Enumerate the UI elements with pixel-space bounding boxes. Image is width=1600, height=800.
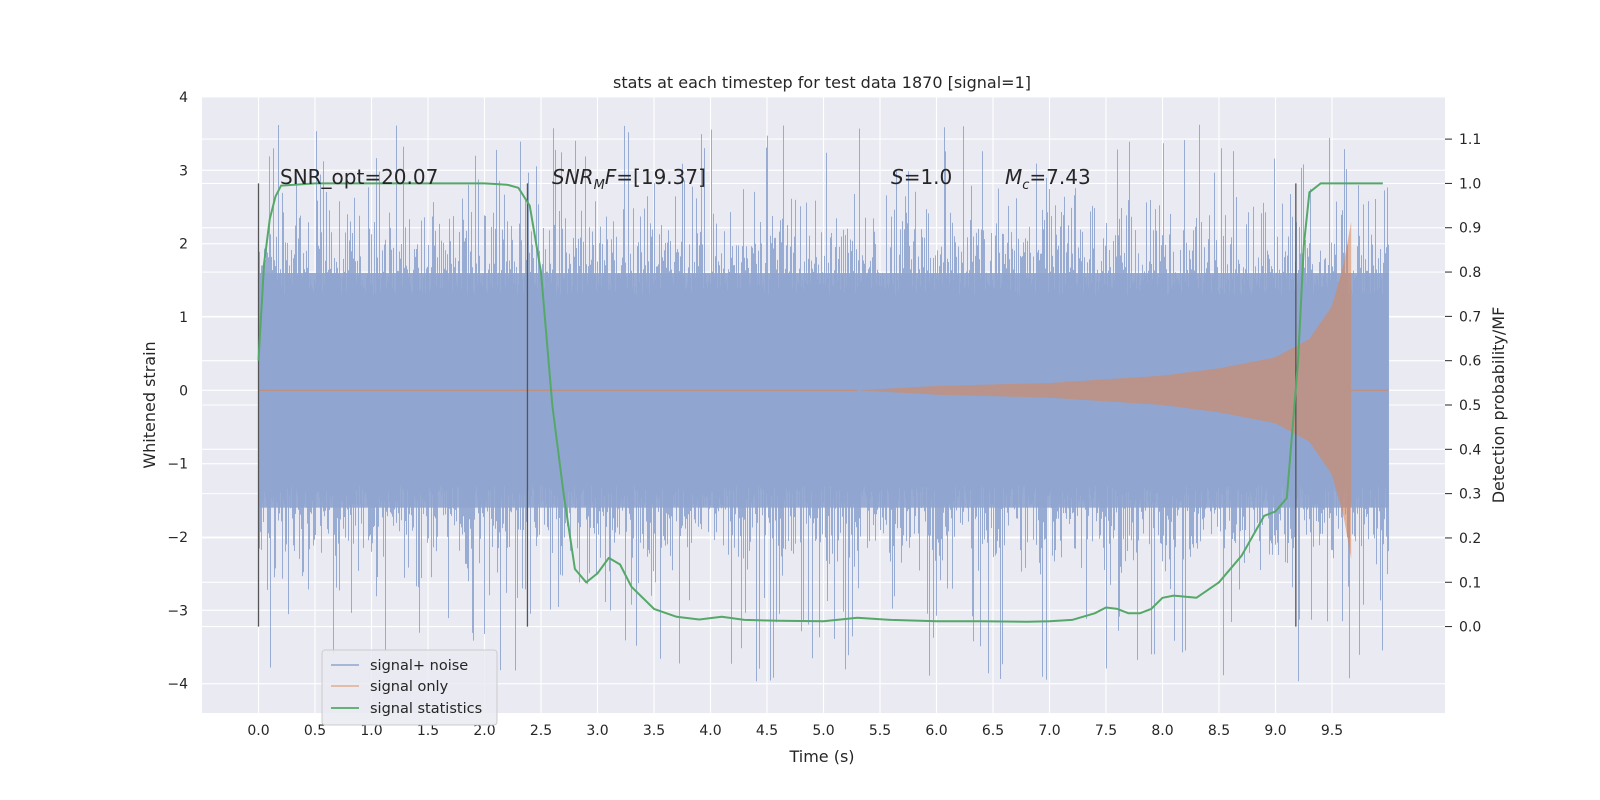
x-tick-label: 8.0 [1151,723,1173,739]
legend-label-signal-plus-noise: signal+ noise [370,658,468,674]
y-tick-label: −1 [167,457,188,473]
x-tick-label: 4.5 [756,723,778,739]
y-tick-label: −4 [167,677,188,693]
y-tick-label: −3 [167,603,188,619]
x-tick-label: 6.5 [982,723,1004,739]
x-tick-label: 2.5 [530,723,552,739]
x-tick-label: 3.0 [586,723,608,739]
x-tick-label: 6.0 [925,723,947,739]
annotations: SNR_opt=20.07 SNRMF=[19.37] S=1.0 Mc=7.4… [280,165,1091,193]
x-tick-label: 5.5 [869,723,891,739]
annotation-mc-value: =7.43 [1029,165,1090,189]
annotation-mc-base: M [1005,165,1022,189]
x-tick-label: 3.5 [643,723,665,739]
series-signal-only [258,221,1389,559]
annotation-snr-mf-tail: F [605,165,617,189]
chart-title: stats at each timestep for test data 187… [613,73,1031,92]
x-tick-label: 1.0 [360,723,382,739]
x-tick-label: 7.0 [1038,723,1060,739]
y-tick-label: 2 [179,237,188,253]
x-tick-label: 8.5 [1208,723,1230,739]
y-axis-ticks: 4 3 2 1 0 −1 −2 −3 −4 [167,90,188,693]
y-tick-label: 0 [179,383,188,399]
statistics-line [257,182,1383,623]
y2-axis-label: Detection probability/MF [1489,307,1508,504]
x-tick-label: 9.0 [1264,723,1286,739]
y2-tick-label: 0.1 [1459,575,1481,591]
y2-tick-label: 0.3 [1459,487,1481,503]
x-tick-label: 0.5 [304,723,326,739]
y2-tick-label: 0.0 [1459,620,1481,636]
legend-label-signal-only: signal only [370,679,449,695]
y2-tick-label: 0.2 [1459,531,1481,547]
x-tick-label: 2.0 [473,723,495,739]
annotation-s-value: =1.0 [904,165,953,189]
y-axis-label: Whitened strain [140,341,159,468]
annotation-snr-mf-sub: M [594,178,605,193]
y-tick-label: 1 [179,310,188,326]
x-tick-label: 0.0 [247,723,269,739]
x-axis-label: Time (s) [788,747,854,766]
x-axis-ticks: 0.0 0.5 1.0 1.5 2.0 2.5 3.0 3.5 4.0 4.5 5.0 5.5 6.0 6… [247,723,1343,739]
annotation-snr-opt: SNR_opt=20.07 [280,165,438,189]
annotation-mc: Mc=7.43 [1005,165,1091,193]
y2-tick-label: 0.5 [1459,398,1481,414]
y2-tick-label: 1.0 [1459,176,1481,192]
legend: signal+ noise signal only signal statist… [321,649,498,726]
x-tick-label: 7.5 [1095,723,1117,739]
x-tick-label: 4.0 [699,723,721,739]
annotation-snr-mf-base: SNR [552,165,594,189]
series-signal-statistics [257,182,1383,623]
annotation-mc-sub: c [1022,178,1029,193]
y-tick-label: 3 [179,163,188,179]
y2-tick-label: 0.4 [1459,442,1481,458]
y2-tick-label: 0.6 [1459,354,1481,370]
legend-box [321,649,498,726]
annotation-s: S=1.0 [891,165,952,189]
legend-label-signal-statistics: signal statistics [370,701,482,717]
vertical-markers [257,183,1297,627]
y2-axis-ticks: 1.1 1.0 0.9 0.8 0.7 0.6 0.5 0.4 0.3 0.2 0.1 0.0 [1445,132,1481,636]
signal-envelope [857,221,1352,559]
annotation-s-base: S [891,165,904,189]
x-tick-label: 5.0 [812,723,834,739]
y2-tick-label: 0.8 [1459,265,1481,281]
annotation-snr-mf-value: =[19.37] [616,165,706,189]
y2-tick-label: 0.9 [1459,221,1481,237]
annotation-snr-mf: SNRMF=[19.37] [552,165,706,193]
x-tick-label: 1.5 [417,723,439,739]
y-tick-label: 4 [179,90,188,106]
y2-tick-label: 1.1 [1459,132,1481,148]
x-tick-label: 9.5 [1321,723,1343,739]
y-tick-label: −2 [167,530,188,546]
y2-tick-label: 0.7 [1459,309,1481,325]
